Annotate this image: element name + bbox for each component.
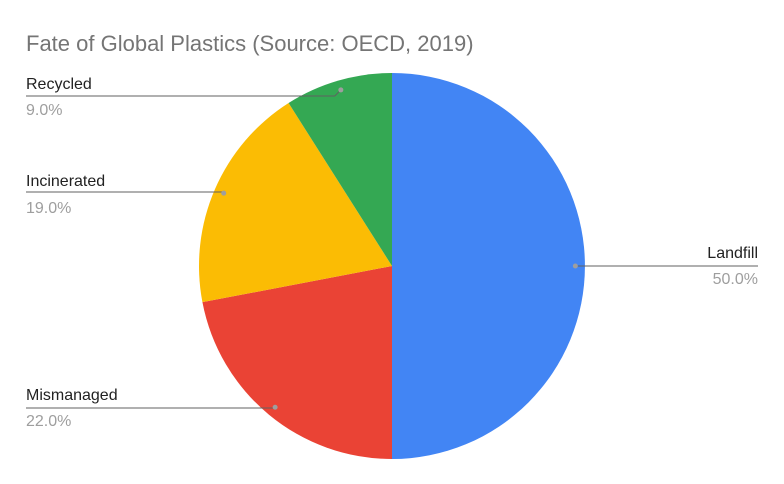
slice-value-recycled: 9.0% [26, 102, 62, 119]
leader-line-recycled [26, 89, 342, 97]
slice-value-mismanaged: 22.0% [26, 413, 71, 430]
pie-slice-incinerated[interactable] [199, 103, 392, 303]
pie-slices [199, 73, 585, 459]
leader-line-mismanaged [26, 406, 276, 409]
leader-dot-landfill [572, 263, 578, 269]
leader-dot-incinerated [221, 190, 227, 196]
pie-slice-landfill[interactable] [392, 73, 585, 459]
slice-label-landfill: Landfill [707, 245, 758, 262]
slice-label-incinerated: Incinerated [26, 173, 105, 190]
pie-slice-recycled[interactable] [288, 73, 392, 266]
slice-label-mismanaged: Mismanaged [26, 387, 118, 404]
slice-value-landfill: 50.0% [713, 271, 758, 288]
slice-value-incinerated: 19.0% [26, 200, 71, 217]
chart-title: Fate of Global Plastics (Source: OECD, 2… [26, 31, 474, 56]
pie-slice-mismanaged[interactable] [202, 266, 392, 459]
leader-lines [26, 87, 758, 410]
slice-labels: Landfill 50.0% Mismanaged 22.0% Incinerated 1… [26, 76, 758, 430]
slice-label-recycled: Recycled [26, 76, 92, 93]
leader-dot-recycled [338, 87, 344, 93]
leader-line-incinerated [26, 191, 225, 194]
leader-dot-mismanaged [272, 404, 278, 410]
